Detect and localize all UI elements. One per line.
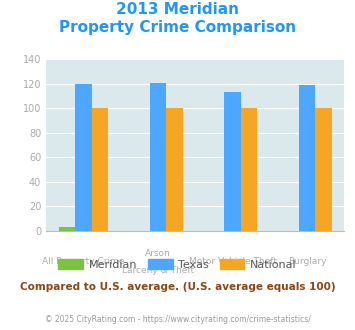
Text: Larceny & Theft: Larceny & Theft <box>122 266 194 275</box>
Bar <box>299 85 315 231</box>
Legend: Meridian, Texas, National: Meridian, Texas, National <box>54 255 301 274</box>
Bar <box>59 227 75 231</box>
Text: Motor Vehicle Theft: Motor Vehicle Theft <box>189 257 277 266</box>
Text: Burglary: Burglary <box>288 257 326 266</box>
Text: Arson: Arson <box>145 249 171 258</box>
Bar <box>150 83 166 231</box>
Bar <box>92 109 108 231</box>
Text: 2013 Meridian: 2013 Meridian <box>116 2 239 16</box>
Text: © 2025 CityRating.com - https://www.cityrating.com/crime-statistics/: © 2025 CityRating.com - https://www.city… <box>45 315 310 324</box>
Text: Compared to U.S. average. (U.S. average equals 100): Compared to U.S. average. (U.S. average … <box>20 282 335 292</box>
Bar <box>224 92 241 231</box>
Bar <box>75 84 92 231</box>
Bar <box>241 109 257 231</box>
Bar <box>315 109 332 231</box>
Text: All Property Crime: All Property Crime <box>42 257 125 266</box>
Bar <box>166 109 182 231</box>
Text: Property Crime Comparison: Property Crime Comparison <box>59 20 296 35</box>
